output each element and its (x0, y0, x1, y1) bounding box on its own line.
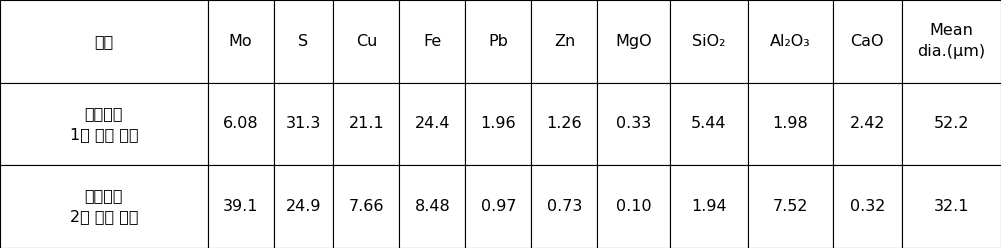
Bar (748, 83, 833, 165)
Bar (465, 165, 532, 248)
Text: 0.97: 0.97 (480, 199, 517, 214)
Text: Fe: Fe (423, 34, 441, 49)
Bar (532, 165, 598, 248)
Bar (902, 165, 1001, 248)
Text: 0.33: 0.33 (616, 116, 652, 131)
Bar (598, 83, 670, 165)
Bar (902, 83, 1001, 165)
Text: 8.48: 8.48 (414, 199, 450, 214)
Text: 구분: 구분 (94, 34, 113, 49)
Text: Zn: Zn (554, 34, 575, 49)
Text: 24.9: 24.9 (285, 199, 321, 214)
Text: 21.1: 21.1 (348, 116, 384, 131)
Bar (598, 0, 670, 83)
Text: 39.1: 39.1 (223, 199, 258, 214)
Bar (670, 165, 748, 248)
Bar (833, 0, 902, 83)
Text: 52.2: 52.2 (934, 116, 969, 131)
Bar (333, 83, 399, 165)
Bar (399, 83, 465, 165)
Text: 32.1: 32.1 (934, 199, 969, 214)
Text: 24.4: 24.4 (414, 116, 450, 131)
Bar (273, 83, 333, 165)
Bar (465, 0, 532, 83)
Text: 0.73: 0.73 (547, 199, 582, 214)
Text: 휘수연광
1차 부선 정광: 휘수연광 1차 부선 정광 (69, 106, 138, 142)
Bar (207, 165, 273, 248)
Text: 7.66: 7.66 (348, 199, 384, 214)
Bar (465, 83, 532, 165)
Text: 휘수연광
2차 부선 정광: 휘수연광 2차 부선 정광 (70, 188, 138, 225)
Text: 7.52: 7.52 (773, 199, 808, 214)
Bar (833, 165, 902, 248)
Bar (273, 0, 333, 83)
Bar (598, 165, 670, 248)
Text: 5.44: 5.44 (691, 116, 727, 131)
Text: Mean
dia.(μm): Mean dia.(μm) (918, 23, 986, 59)
Text: 0.10: 0.10 (616, 199, 652, 214)
Bar (748, 165, 833, 248)
Bar (532, 83, 598, 165)
Text: 1.96: 1.96 (480, 116, 517, 131)
Text: Al₂O₃: Al₂O₃ (770, 34, 811, 49)
Text: 1.94: 1.94 (691, 199, 727, 214)
Bar (670, 83, 748, 165)
Text: 31.3: 31.3 (286, 116, 321, 131)
Text: 6.08: 6.08 (223, 116, 258, 131)
Bar (833, 83, 902, 165)
Text: 2.42: 2.42 (850, 116, 885, 131)
Text: Pb: Pb (488, 34, 509, 49)
Bar (399, 0, 465, 83)
Bar (0, 83, 207, 165)
Text: MgO: MgO (616, 34, 652, 49)
Bar (333, 0, 399, 83)
Bar (207, 83, 273, 165)
Bar (333, 165, 399, 248)
Bar (532, 0, 598, 83)
Bar (670, 0, 748, 83)
Bar (399, 165, 465, 248)
Text: 0.32: 0.32 (850, 199, 885, 214)
Bar (902, 0, 1001, 83)
Bar (0, 165, 207, 248)
Text: 1.26: 1.26 (547, 116, 583, 131)
Bar (207, 0, 273, 83)
Text: CaO: CaO (851, 34, 884, 49)
Bar (748, 0, 833, 83)
Text: 1.98: 1.98 (773, 116, 808, 131)
Bar (273, 165, 333, 248)
Text: S: S (298, 34, 308, 49)
Text: Mo: Mo (229, 34, 252, 49)
Text: SiO₂: SiO₂ (692, 34, 726, 49)
Bar (0, 0, 207, 83)
Text: Cu: Cu (355, 34, 377, 49)
